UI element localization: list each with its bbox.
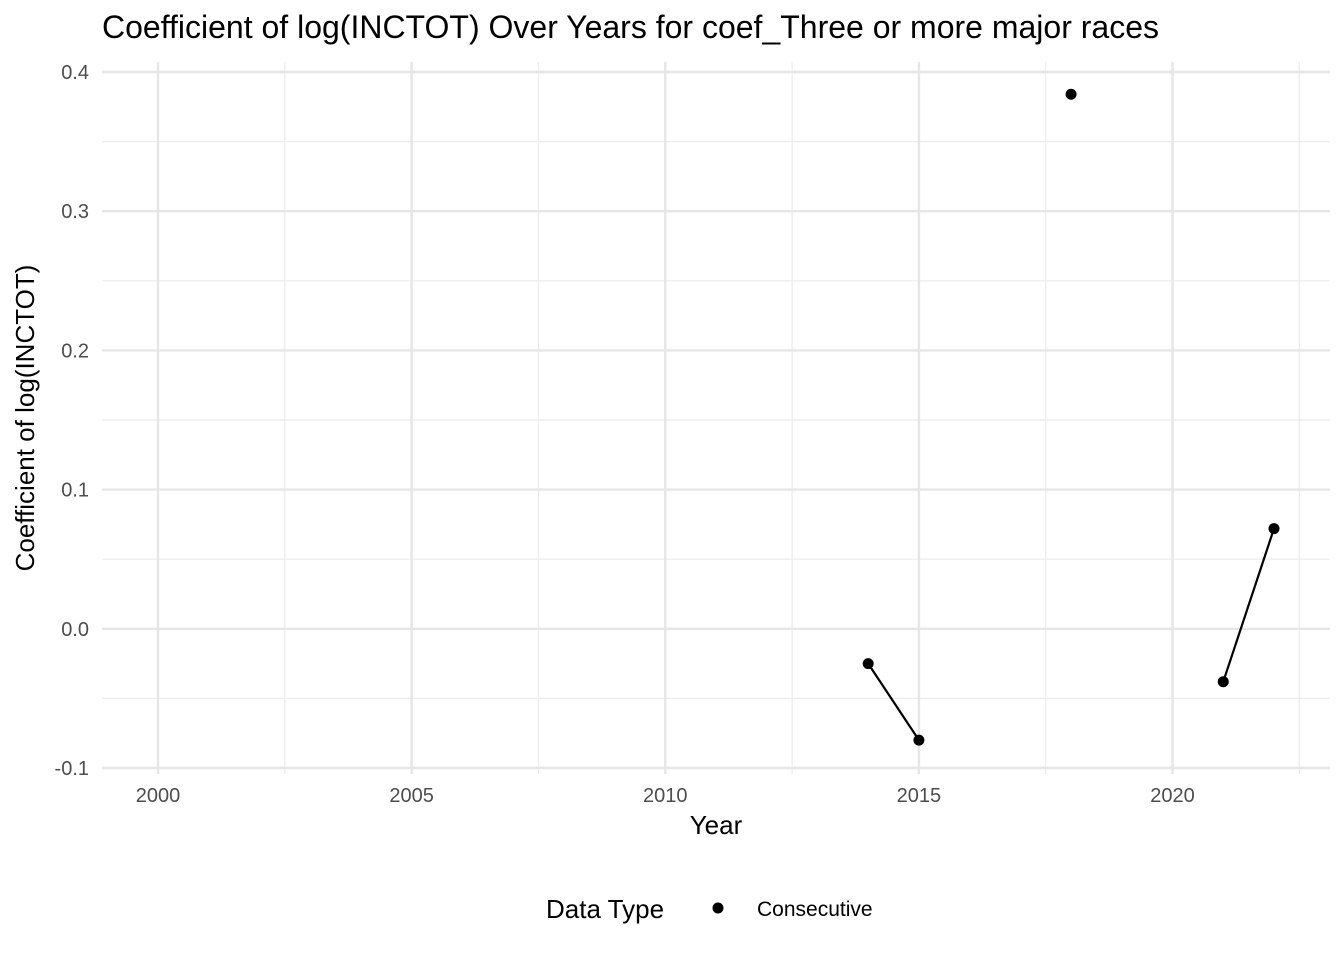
y-tick-label: 0.2 [61, 340, 89, 362]
series-line-segment [1222, 528, 1276, 683]
legend-label-consecutive: Consecutive [757, 898, 873, 921]
legend-marker [712, 902, 724, 914]
y-tick-label: 0.0 [61, 619, 89, 641]
x-tick-label: 2020 [1150, 785, 1195, 807]
y-tick-label: -0.1 [55, 758, 89, 780]
series-lines [867, 528, 1276, 741]
x-tick-label: 2005 [389, 785, 434, 807]
y-tick-label: 0.3 [61, 201, 89, 223]
legend-title: Data Type [546, 894, 664, 924]
data-point [1268, 523, 1280, 535]
series-points [862, 88, 1280, 746]
series-line-segment [867, 662, 920, 741]
y-axis-ticks: -0.1 0.0 0.1 0.2 0.3 0.4 [55, 62, 89, 780]
x-axis-ticks: 2000 2005 2010 2015 2020 [136, 785, 1195, 807]
data-point [1065, 88, 1077, 100]
data-point [862, 658, 874, 670]
x-tick-label: 2010 [643, 785, 688, 807]
chart-title: Coefficient of log(INCTOT) Over Years fo… [102, 9, 1159, 45]
data-point [913, 734, 925, 746]
data-point [1217, 676, 1229, 688]
grid-lines [102, 62, 1330, 774]
legend: Data Type Consecutive [546, 894, 873, 924]
x-axis-title: Year [690, 810, 743, 840]
y-tick-label: 0.4 [61, 62, 89, 84]
x-tick-label: 2015 [897, 785, 942, 807]
y-tick-label: 0.1 [61, 480, 89, 502]
x-tick-label: 2000 [136, 785, 181, 807]
y-axis-title: Coefficient of log(INCTOT) [10, 265, 40, 572]
